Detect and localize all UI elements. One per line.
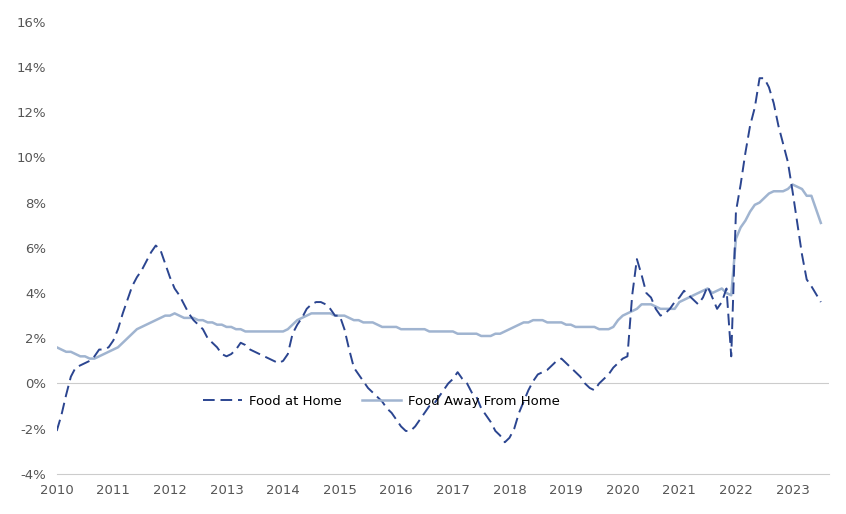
Food Away From Home [306, 310, 316, 317]
Food at Home [665, 306, 675, 312]
Food at Home [118, 310, 128, 317]
Food Away From Home [123, 335, 133, 341]
Food Away From Home [557, 319, 567, 325]
Food at Home [755, 75, 765, 81]
Food Away From Home [85, 356, 95, 362]
Food Away From Home [302, 313, 312, 319]
Food at Home [660, 310, 670, 317]
Line: Food at Home: Food at Home [57, 78, 821, 442]
Line: Food Away From Home: Food Away From Home [57, 185, 821, 359]
Food Away From Home [665, 306, 675, 312]
Food at Home [500, 439, 510, 445]
Food Away From Home [816, 220, 826, 226]
Food at Home [557, 356, 567, 362]
Legend: Food at Home, Food Away From Home: Food at Home, Food Away From Home [198, 390, 565, 413]
Food at Home [297, 315, 307, 321]
Food at Home [816, 299, 826, 305]
Food Away From Home [52, 344, 62, 351]
Food at Home [52, 428, 62, 434]
Food Away From Home [788, 181, 798, 188]
Food Away From Home [660, 306, 670, 312]
Food at Home [302, 306, 312, 312]
